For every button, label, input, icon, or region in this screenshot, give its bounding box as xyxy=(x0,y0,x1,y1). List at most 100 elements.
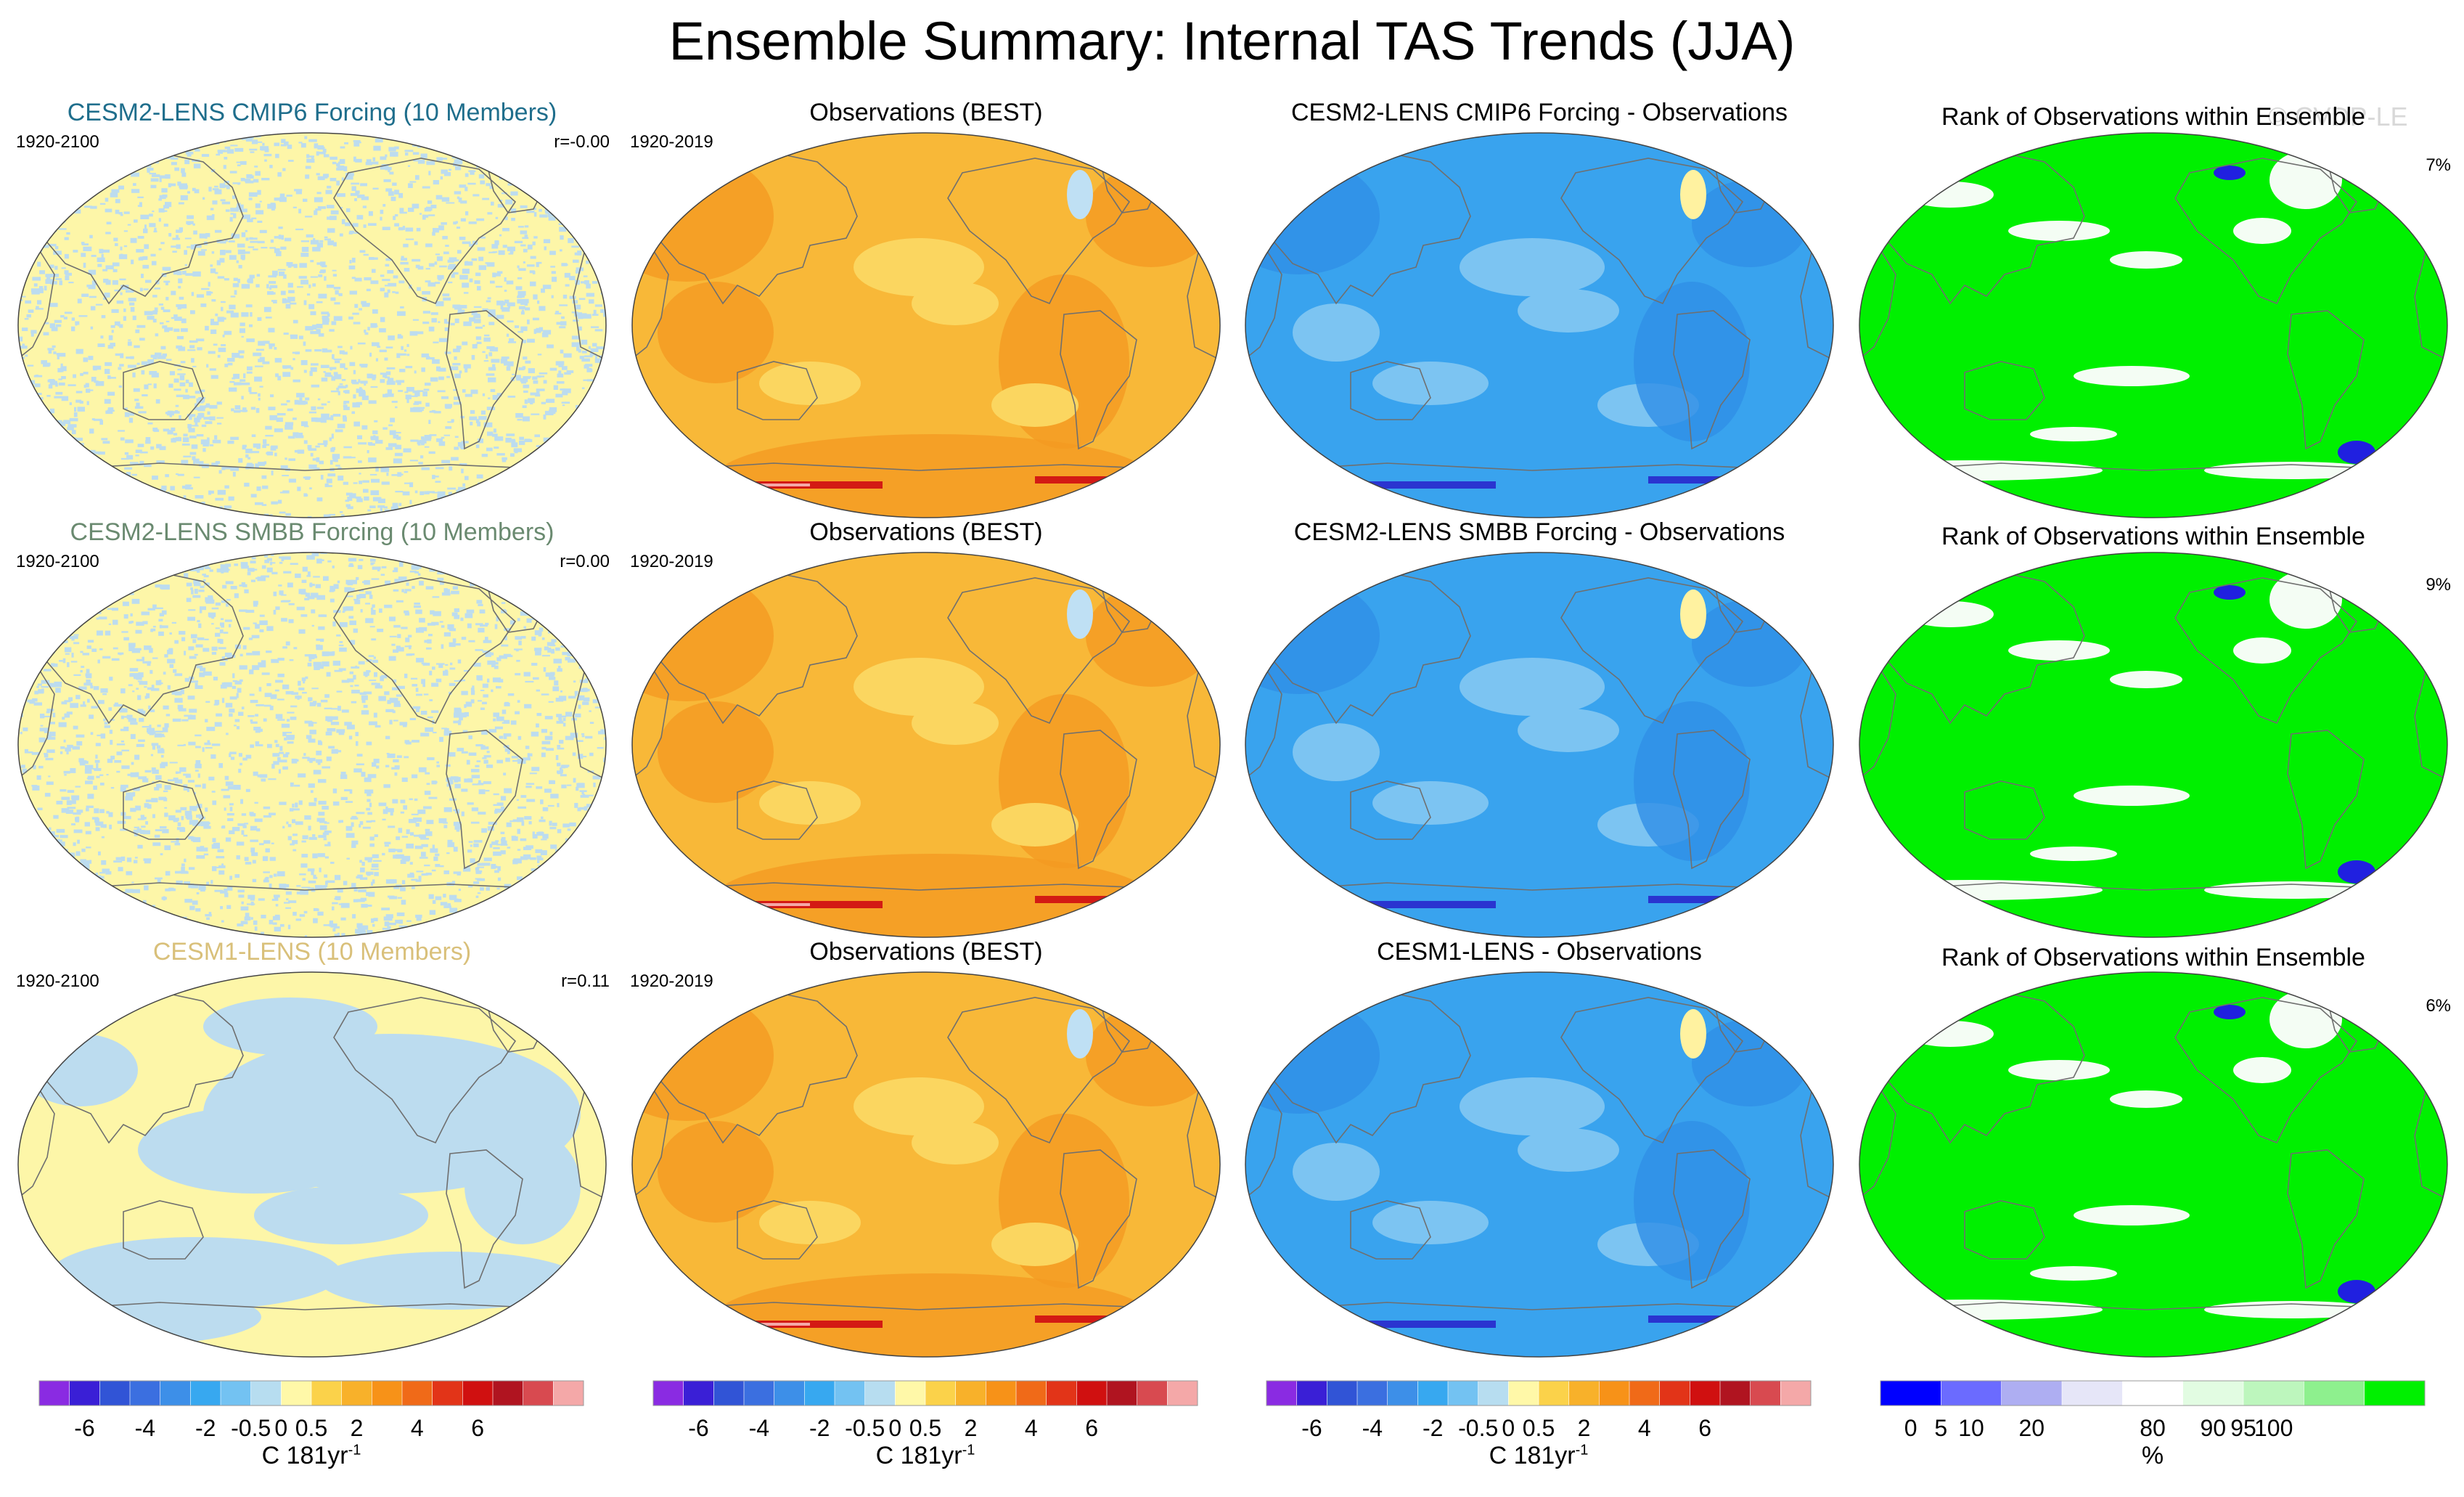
rank-percent-label: 9% xyxy=(2426,575,2451,595)
obs-map xyxy=(629,549,1224,941)
colorbar-swatch xyxy=(1690,1380,1721,1406)
colorbar-tick-label: 6 xyxy=(471,1415,484,1441)
colorbar-swatch xyxy=(553,1380,584,1406)
colorbar-tick-label: 10 xyxy=(1958,1415,1984,1441)
diff-panel-title: CESM2-LENS SMBB Forcing - Observations xyxy=(1293,518,1785,546)
colorbar-swatch xyxy=(492,1380,524,1406)
colorbar-tick-label: 2 xyxy=(1578,1415,1591,1441)
ensemble-panel-title: CESM2-LENS SMBB Forcing (10 Members) xyxy=(70,518,554,546)
correlation-label: r=0.11 xyxy=(561,971,610,991)
colorbar-tick-label: -4 xyxy=(135,1415,155,1441)
colorbar-tick-label: 0 xyxy=(888,1415,901,1441)
colorbar-swatch xyxy=(1629,1380,1661,1406)
colorbar-swatch xyxy=(190,1380,221,1406)
rank-panel-title: Rank of Observations within Ensemble xyxy=(1941,944,2365,971)
colorbar-swatch xyxy=(713,1380,745,1406)
colorbar-swatch xyxy=(895,1380,926,1406)
colorbar-swatch xyxy=(1327,1380,1358,1406)
colorbar-swatch xyxy=(1538,1380,1570,1406)
colorbar-tick-label: 0 xyxy=(1502,1415,1515,1441)
colorbar-unit-label: C 181yr-1 xyxy=(261,1442,361,1469)
colorbar-swatch xyxy=(1266,1380,1298,1406)
rank-panel-title: Rank of Observations within Ensemble xyxy=(1941,103,2365,131)
colorbar-swatch xyxy=(1417,1380,1449,1406)
colorbar-swatch xyxy=(1659,1380,1691,1406)
colorbar-unit-label: C 181yr-1 xyxy=(875,1442,975,1469)
diff-map xyxy=(1242,129,1837,521)
obs-period-label: 1920-2019 xyxy=(630,971,713,991)
colorbar-swatch xyxy=(1167,1380,1198,1406)
colorbar-swatch xyxy=(311,1380,343,1406)
colorbar-swatch xyxy=(2182,1380,2244,1406)
ensemble-panel-title: CESM2-LENS CMIP6 Forcing (10 Members) xyxy=(67,99,557,126)
colorbar-swatch xyxy=(1599,1380,1630,1406)
colorbar-tick-label: 100 xyxy=(2254,1415,2293,1441)
colorbar-swatch xyxy=(955,1380,987,1406)
obs-period-label: 1920-2019 xyxy=(630,132,713,152)
colorbar-tick-label: -2 xyxy=(1423,1415,1443,1441)
obs-panel-title: Observations (BEST) xyxy=(809,518,1043,546)
rank-map xyxy=(1856,129,2451,521)
colorbar-swatch xyxy=(250,1380,282,1406)
colorbar-tick-label: 0 xyxy=(274,1415,287,1441)
colorbar-swatch xyxy=(986,1380,1017,1406)
colorbar-tick-label: -6 xyxy=(74,1415,94,1441)
ensemble-period-label: 1920-2100 xyxy=(16,132,99,152)
colorbar-swatch xyxy=(160,1380,192,1406)
colorbar-swatch xyxy=(804,1380,835,1406)
colorbar-swatch xyxy=(1046,1380,1078,1406)
diff-panel-title: CESM1-LENS - Observations xyxy=(1377,938,1702,966)
diff-map xyxy=(1242,549,1837,941)
colorbar-1: -6 -4 -2 -0.5 0 0.5 2 4 6 C 181yr-1 xyxy=(38,1380,591,1490)
colorbar-swatch xyxy=(1508,1380,1539,1406)
page-title: Ensemble Summary: Internal TAS Trends (J… xyxy=(668,11,1796,71)
colorbar-tick-label: -0.5 xyxy=(1458,1415,1498,1441)
colorbar-swatch xyxy=(2122,1380,2184,1406)
colorbar-tick-label: 5 xyxy=(1934,1415,1947,1441)
colorbar-tick-label: 20 xyxy=(2019,1415,2045,1441)
colorbar-swatch xyxy=(2001,1380,2063,1406)
colorbar-tick-label: -0.5 xyxy=(231,1415,271,1441)
rank-panel-title: Rank of Observations within Ensemble xyxy=(1941,523,2365,550)
watermark: © CVDP-LE xyxy=(2268,102,2408,131)
colorbar-swatch xyxy=(2304,1380,2365,1406)
colorbar-tick-label: -4 xyxy=(1362,1415,1383,1441)
colorbar-tick-label: 4 xyxy=(1025,1415,1038,1441)
colorbar-tick-label: 6 xyxy=(1085,1415,1098,1441)
colorbar-tick-label: -0.5 xyxy=(845,1415,885,1441)
obs-panel-title: Observations (BEST) xyxy=(809,99,1043,126)
colorbar-4: 0 5 10 20 80 90 95 100% xyxy=(1880,1380,2432,1490)
colorbar-swatch xyxy=(38,1380,70,1406)
colorbar-swatch xyxy=(1387,1380,1419,1406)
rank-map xyxy=(1856,968,2451,1361)
colorbar-tick-label: 0.5 xyxy=(909,1415,941,1441)
colorbar-swatch xyxy=(774,1380,806,1406)
correlation-label: r=-0.00 xyxy=(554,132,610,152)
colorbar-tick-label: 90 xyxy=(2201,1415,2227,1441)
colorbar-tick-label: 4 xyxy=(1638,1415,1651,1441)
colorbar-swatch xyxy=(1478,1380,1510,1406)
colorbar-swatch xyxy=(834,1380,866,1406)
ensemble-panel-title: CESM1-LENS (10 Members) xyxy=(152,938,472,966)
colorbar-swatch xyxy=(1568,1380,1600,1406)
colorbar-swatch xyxy=(1106,1380,1138,1406)
colorbar-unit-label: C 181yr-1 xyxy=(1489,1442,1589,1469)
colorbar-unit-label: % xyxy=(2141,1442,2164,1469)
colorbar-swatch xyxy=(1780,1380,1812,1406)
colorbar-swatch xyxy=(1356,1380,1388,1406)
colorbar-swatch xyxy=(129,1380,161,1406)
ensemble-period-label: 1920-2100 xyxy=(16,552,99,571)
colorbar-swatch xyxy=(2061,1380,2124,1406)
diff-panel-title: CESM2-LENS CMIP6 Forcing - Observations xyxy=(1291,99,1788,126)
obs-map xyxy=(629,129,1224,521)
ensemble-period-label: 1920-2100 xyxy=(16,971,99,991)
colorbar-tick-label: -4 xyxy=(749,1415,769,1441)
colorbar-tick-label: -6 xyxy=(688,1415,708,1441)
colorbar-swatch xyxy=(1137,1380,1168,1406)
colorbar-tick-label: 2 xyxy=(351,1415,364,1441)
colorbar-swatch xyxy=(1296,1380,1328,1406)
rank-percent-label: 7% xyxy=(2426,155,2451,175)
colorbar-tick-label: -2 xyxy=(195,1415,216,1441)
colorbar-swatch xyxy=(1015,1380,1047,1406)
colorbar-swatch xyxy=(683,1380,715,1406)
